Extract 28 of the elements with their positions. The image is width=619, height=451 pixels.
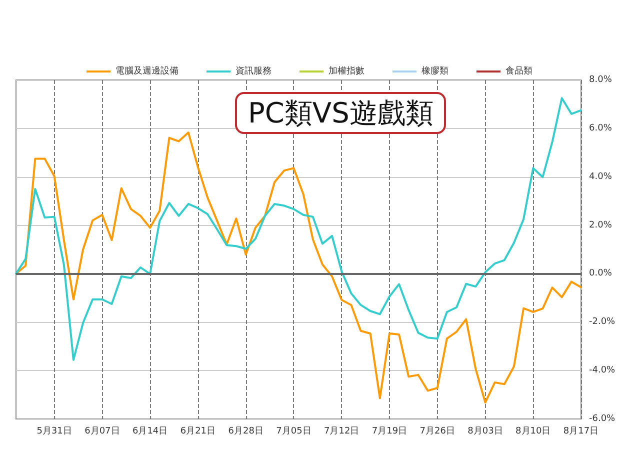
x-tick-label: 7月05日 xyxy=(276,426,312,436)
text: PC類VS遊戲類 xyxy=(248,96,434,130)
legend-label: 食品類 xyxy=(506,66,532,76)
x-tick-label: 7月26日 xyxy=(420,426,455,436)
x-tick-label: 8月10日 xyxy=(516,426,551,436)
legend-label: 電腦及週邊設備 xyxy=(116,66,178,76)
y-tick-label: 8.0% xyxy=(589,75,612,85)
x-tick-label: 7月19日 xyxy=(372,426,408,436)
x-tick-label: 5月31日 xyxy=(36,426,72,436)
y-tick-label: -6.0% xyxy=(589,414,616,424)
x-tick-label: 6月07日 xyxy=(84,426,120,436)
x-tick-label: 7月12日 xyxy=(324,426,360,436)
line-series xyxy=(15,97,582,361)
y-tick-label: -4.0% xyxy=(589,366,616,376)
line-series xyxy=(15,132,582,404)
legend-label: 資訊服務 xyxy=(236,66,272,76)
y-tick-label: -2.0% xyxy=(589,317,616,328)
x-tick-label: 8月17日 xyxy=(563,426,599,436)
legend-label: 加權指數 xyxy=(328,66,364,76)
y-tick-label: 2.0% xyxy=(589,220,612,230)
x-tick-label: 6月14日 xyxy=(132,426,168,436)
y-tick-label: 0.0% xyxy=(589,268,612,279)
x-tick-label: 8月03日 xyxy=(468,426,503,436)
x-tick-label: 6月21日 xyxy=(180,426,216,436)
y-tick-label: 4.0% xyxy=(589,172,612,182)
y-tick-label: 6.0% xyxy=(589,123,612,134)
legend-label: 橡膠類 xyxy=(422,66,448,76)
x-tick-label: 6月28日 xyxy=(228,426,264,436)
